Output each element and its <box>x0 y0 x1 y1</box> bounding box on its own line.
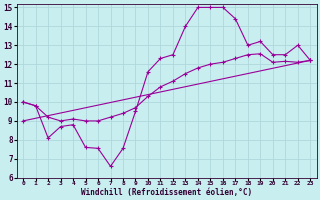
X-axis label: Windchill (Refroidissement éolien,°C): Windchill (Refroidissement éolien,°C) <box>81 188 252 197</box>
